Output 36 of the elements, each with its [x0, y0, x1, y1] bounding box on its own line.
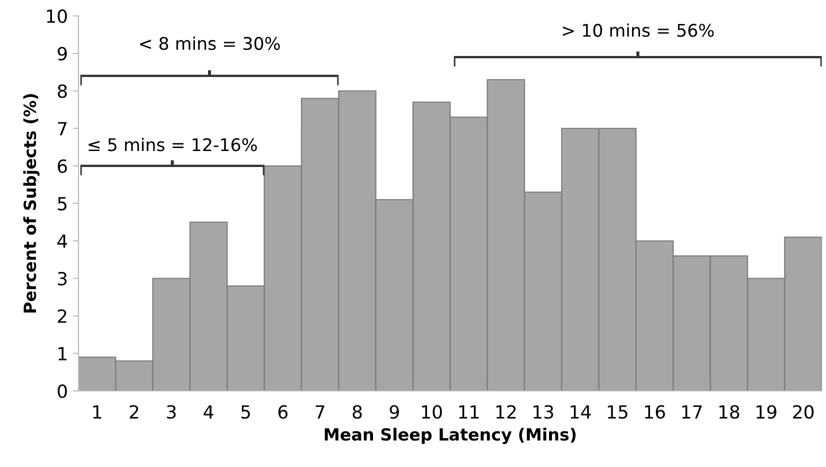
x-tick-label: 6 — [278, 405, 288, 419]
y-tick-label: 9 — [58, 46, 67, 60]
x-tick-label: 7 — [316, 405, 324, 418]
y-tick-label: 3 — [58, 272, 67, 286]
y-tick-label: 4 — [57, 234, 68, 248]
y-tick-label: 1 — [58, 347, 66, 360]
y-tick-label: 5 — [58, 197, 66, 210]
x-tick-label: 13 — [534, 405, 554, 419]
x-tick-label: 20 — [793, 405, 814, 419]
x-tick-label: 17 — [682, 405, 702, 418]
x-tick-label: 15 — [608, 405, 628, 419]
x-tick-label: 10 — [422, 405, 442, 419]
x-tick-label: 4 — [204, 405, 214, 418]
y-tick-label: 7 — [58, 122, 67, 136]
x-tick-label: 12 — [496, 405, 516, 418]
y-tick-label: 2 — [58, 309, 66, 323]
y-tick-label: 8 — [58, 84, 67, 98]
x-tick-label: 14 — [570, 405, 591, 418]
y-axis-title: Percent of Subjects (%) — [23, 94, 40, 313]
x-tick-label: 3 — [167, 405, 176, 419]
x-tick-label: 5 — [241, 405, 250, 419]
x-tick-label: 11 — [459, 405, 479, 418]
y-tick-label: 6 — [58, 159, 67, 173]
annotation: ≤ 5 mins = 12-16% — [88, 138, 257, 152]
x-axis-title: Mean Sleep Latency (Mins) — [324, 428, 576, 444]
x-tick-label: 2 — [130, 405, 138, 418]
x-tick-label: 9 — [390, 405, 399, 419]
annotation: > 10 mins = 56% — [562, 23, 714, 37]
x-tick-label: 16 — [645, 405, 665, 419]
x-tick-label: 8 — [352, 405, 362, 419]
annotation: < 8 mins = 30% — [140, 36, 280, 50]
x-tick-label: 1 — [93, 405, 102, 418]
y-tick-label: 0 — [58, 384, 67, 398]
y-tick-label: 10 — [47, 9, 67, 23]
x-tick-label: 19 — [756, 405, 776, 419]
x-tick-label: 18 — [719, 405, 740, 419]
